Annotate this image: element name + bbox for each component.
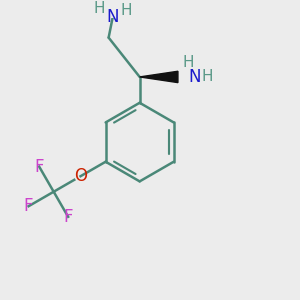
Text: H: H [182,55,194,70]
Text: H: H [94,1,105,16]
Text: F: F [63,208,73,226]
Text: N: N [106,8,119,26]
Text: F: F [24,197,33,215]
Text: O: O [74,167,87,185]
Polygon shape [140,71,178,82]
Text: F: F [34,158,44,176]
Text: H: H [201,69,213,84]
Text: H: H [121,3,132,18]
Text: N: N [188,68,201,86]
